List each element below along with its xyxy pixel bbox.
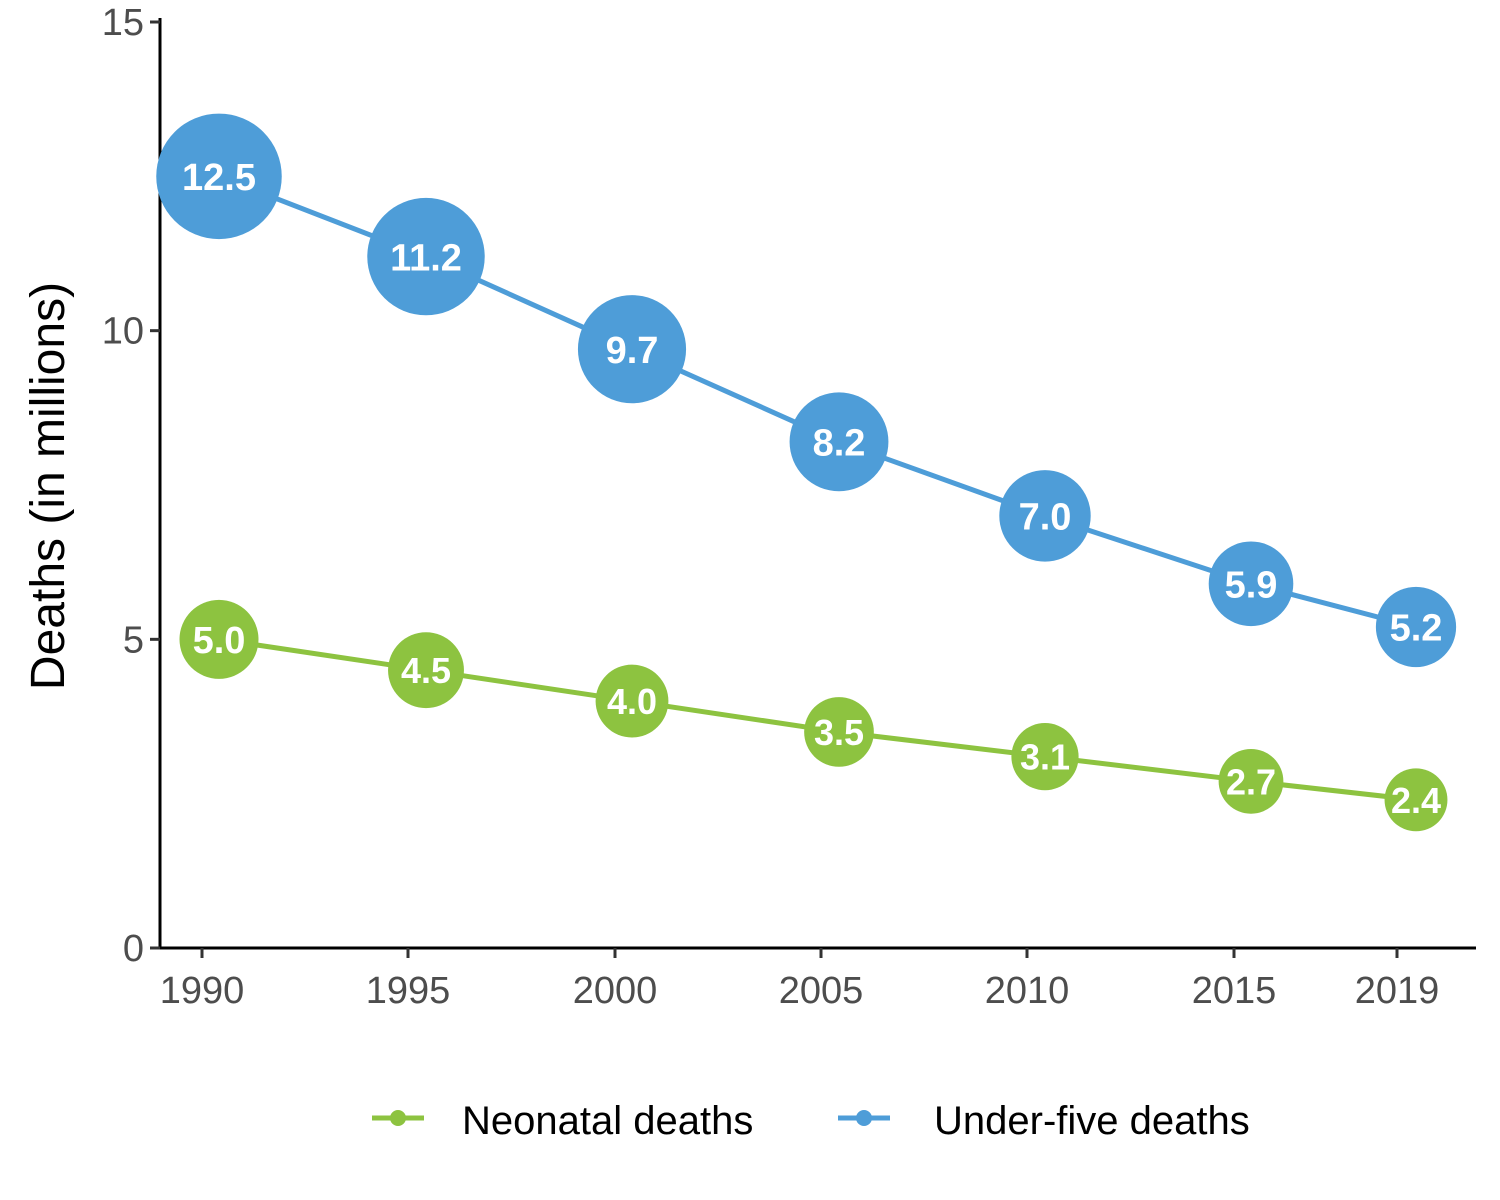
y-tick-label: 5 (123, 619, 144, 661)
legend-label: Neonatal deaths (462, 1099, 753, 1143)
data-point (789, 392, 889, 492)
data-point (999, 470, 1091, 562)
data-point (156, 113, 282, 240)
y-tick-label: 15 (102, 2, 144, 44)
y-tick-label: 0 (123, 928, 144, 970)
data-label: 5.9 (1225, 564, 1278, 606)
series-layer: 5.0 4.5 4.0 3.5 3.1 2.7 2.4 12.5 11.2 9.7 8.2 7.0 5.… (156, 113, 1457, 832)
data-label: 9.7 (606, 330, 659, 372)
data-point (577, 295, 687, 404)
x-tick-label: 2015 (1192, 970, 1277, 1012)
x-tick-label: 2000 (573, 970, 658, 1012)
data-label: 5.0 (193, 620, 246, 662)
legend-item-neonatal: Neonatal deaths (372, 1099, 753, 1143)
y-tick-label: 10 (102, 311, 144, 353)
data-point (367, 197, 485, 316)
data-point (1011, 723, 1079, 791)
data-point (388, 632, 464, 709)
data-point (1375, 586, 1457, 668)
data-label: 3.1 (1020, 737, 1070, 778)
x-tick-label: 1990 (160, 970, 245, 1012)
x-tick-label: 2010 (985, 970, 1070, 1012)
data-point (179, 599, 259, 679)
data-point (595, 664, 669, 738)
x-tick-label: 2005 (779, 970, 864, 1012)
data-point (1384, 768, 1448, 832)
legend: Neonatal deaths Under-five deaths (372, 1099, 1250, 1143)
y-axis-title: Deaths (in millions) (22, 282, 75, 690)
data-label: 11.2 (390, 237, 462, 279)
data-label: 3.5 (814, 712, 864, 753)
data-point (1208, 541, 1294, 627)
data-label: 4.5 (401, 650, 451, 691)
legend-label: Under-five deaths (934, 1099, 1250, 1143)
x-tick-label: 1995 (366, 970, 451, 1012)
data-label: 2.7 (1226, 761, 1276, 802)
data-point (1218, 748, 1284, 814)
legend-item-under-five: Under-five deaths (838, 1099, 1250, 1143)
series-neonatal: 5.0 4.5 4.0 3.5 3.1 2.7 2.4 (179, 599, 1448, 832)
data-label: 5.2 (1390, 608, 1443, 650)
legend-point-swatch (856, 1110, 872, 1126)
data-label: 2.4 (1391, 780, 1441, 821)
legend-point-swatch (390, 1110, 406, 1126)
series-under-five: 12.5 11.2 9.7 8.2 7.0 5.9 5.2 (156, 113, 1457, 668)
x-tick-label: 2019 (1355, 970, 1440, 1012)
data-point (804, 697, 874, 767)
data-label: 4.0 (607, 681, 657, 722)
data-label: 12.5 (182, 157, 256, 199)
data-label: 8.2 (813, 422, 866, 464)
axes: 0 5 10 15 1990 1995 2000 2005 2010 2015 2019 (102, 2, 1476, 1012)
data-label: 7.0 (1019, 497, 1072, 539)
